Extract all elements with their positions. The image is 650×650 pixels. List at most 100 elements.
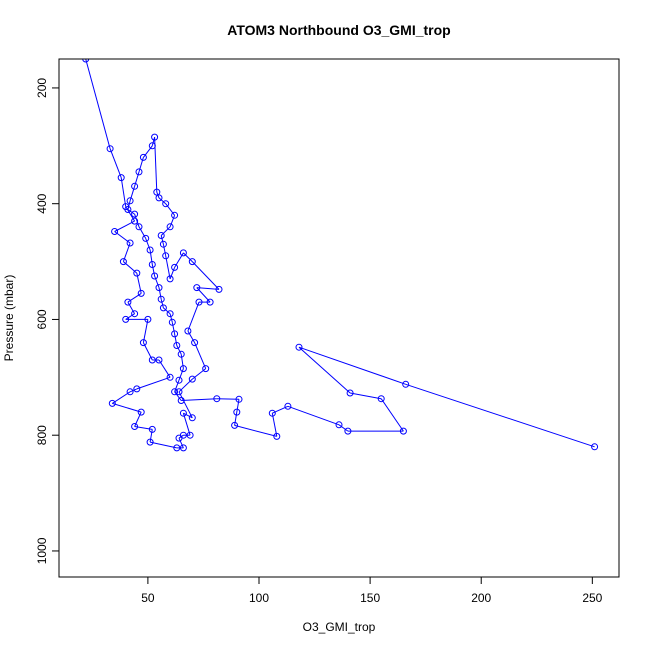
series-line-segment	[138, 226, 147, 239]
data-point	[179, 409, 187, 417]
series-line-segment	[127, 209, 135, 215]
data-point	[173, 444, 181, 452]
series-line-segment	[112, 391, 131, 404]
data-point	[142, 234, 150, 242]
x-tick-label: 200	[471, 591, 491, 605]
data-point	[159, 304, 167, 312]
data-point	[162, 200, 170, 208]
series-line-segment	[176, 345, 182, 355]
series-line-segment	[158, 287, 162, 300]
series-line-segment	[180, 354, 184, 369]
data-point	[193, 284, 201, 292]
data-point	[179, 249, 187, 257]
data-point	[131, 310, 139, 318]
series-line-segment	[287, 405, 340, 426]
data-point	[402, 380, 410, 388]
series-line-segment	[187, 301, 200, 332]
data-point	[268, 409, 276, 417]
series-line-segment	[134, 213, 140, 227]
data-point	[195, 298, 203, 306]
data-point	[284, 402, 292, 410]
series-line-segment	[187, 330, 196, 343]
data-point	[148, 425, 156, 433]
series-line-segment	[234, 424, 277, 437]
series-line-segment	[109, 148, 122, 178]
series-line-segment	[191, 261, 220, 290]
series-line-segment	[127, 301, 136, 314]
series-line-segment	[151, 264, 156, 277]
data-point	[133, 269, 141, 277]
series-line-segment	[163, 307, 171, 315]
data-point	[166, 310, 174, 318]
data-point	[231, 421, 239, 429]
series-line-segment	[85, 59, 111, 149]
y-tick-label: 600	[35, 309, 49, 329]
y-axis: 200 400 600 800 1000	[35, 78, 60, 564]
data-point	[124, 298, 132, 306]
y-tick-label: 800	[35, 425, 49, 445]
series-line-segment	[129, 388, 137, 393]
data-point	[157, 232, 165, 239]
x-tick-label: 100	[249, 591, 269, 605]
series-line-segment	[183, 252, 193, 262]
y-tick-label: 1000	[35, 537, 49, 564]
series-line-segment	[380, 398, 404, 432]
series-line-segment	[169, 313, 173, 323]
data-point	[166, 223, 174, 231]
data-point	[177, 397, 185, 404]
data-point	[179, 365, 187, 373]
data-point	[159, 240, 167, 248]
data-point	[188, 414, 196, 422]
series-line-segment	[236, 399, 240, 413]
data-point	[131, 210, 139, 218]
series-line-segment	[178, 437, 184, 449]
data-point	[126, 388, 134, 396]
series-line-segment	[142, 319, 149, 343]
series-line-segment	[129, 186, 136, 201]
series-line-segment	[169, 215, 176, 227]
data-point	[295, 343, 303, 351]
data-point	[213, 395, 221, 403]
series-line-segment	[125, 313, 135, 320]
series-line-segment	[136, 376, 171, 390]
data-point	[137, 408, 145, 416]
data-point	[344, 427, 352, 435]
data-point	[188, 258, 196, 266]
data-point	[175, 388, 183, 396]
series-line-segment	[174, 380, 180, 392]
data-point	[175, 376, 183, 384]
series-line-segment	[162, 244, 167, 256]
data-point	[106, 145, 114, 153]
plot-area	[82, 59, 599, 452]
series-line-segment	[143, 145, 153, 158]
series-line-segment	[120, 177, 127, 207]
data-point	[117, 174, 125, 182]
data-point	[186, 431, 194, 439]
series-line-segment	[178, 391, 193, 419]
series-line-segment	[149, 429, 153, 443]
data-point	[233, 408, 241, 416]
series-line-segment	[405, 383, 595, 448]
x-tick-label: 150	[360, 591, 380, 605]
series-line-segment	[160, 235, 164, 245]
data-point	[146, 246, 154, 254]
data-point	[346, 389, 354, 397]
series-line-segment	[216, 398, 240, 400]
series-line-segment	[171, 322, 176, 334]
series-line-segment	[194, 342, 207, 369]
data-point	[591, 443, 599, 451]
data-point	[111, 228, 119, 235]
data-point	[131, 423, 139, 430]
series-line-segment	[182, 413, 191, 436]
series-line-segment	[234, 412, 238, 426]
data-point	[399, 427, 407, 435]
x-tick-label: 50	[141, 591, 155, 605]
series-line-segment	[158, 197, 167, 205]
data-point	[133, 385, 141, 393]
data-point	[377, 395, 385, 403]
series-line-segment	[145, 238, 151, 251]
x-axis-label: O3_GMI_trop	[303, 620, 376, 634]
data-point	[148, 356, 156, 364]
data-point	[126, 197, 134, 205]
